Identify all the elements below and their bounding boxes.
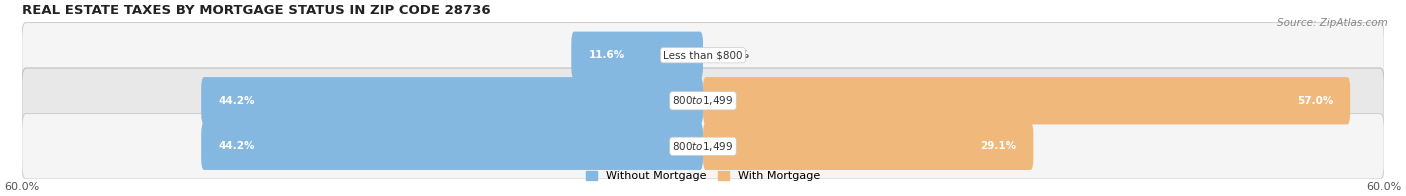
- Text: $800 to $1,499: $800 to $1,499: [672, 94, 734, 107]
- Legend: Without Mortgage, With Mortgage: Without Mortgage, With Mortgage: [586, 171, 820, 181]
- Text: Source: ZipAtlas.com: Source: ZipAtlas.com: [1277, 18, 1388, 28]
- Text: 11.6%: 11.6%: [588, 50, 624, 60]
- Text: $800 to $1,499: $800 to $1,499: [672, 140, 734, 153]
- Text: 0.0%: 0.0%: [720, 50, 749, 60]
- Text: 44.2%: 44.2%: [218, 141, 254, 151]
- FancyBboxPatch shape: [21, 113, 1385, 179]
- Text: REAL ESTATE TAXES BY MORTGAGE STATUS IN ZIP CODE 28736: REAL ESTATE TAXES BY MORTGAGE STATUS IN …: [21, 4, 491, 17]
- FancyBboxPatch shape: [201, 77, 703, 124]
- Text: Less than $800: Less than $800: [664, 50, 742, 60]
- FancyBboxPatch shape: [21, 23, 1385, 88]
- Text: 57.0%: 57.0%: [1296, 96, 1333, 106]
- FancyBboxPatch shape: [21, 68, 1385, 133]
- Text: 29.1%: 29.1%: [980, 141, 1017, 151]
- FancyBboxPatch shape: [703, 123, 1033, 170]
- Text: 44.2%: 44.2%: [218, 96, 254, 106]
- FancyBboxPatch shape: [703, 77, 1350, 124]
- FancyBboxPatch shape: [571, 32, 703, 79]
- FancyBboxPatch shape: [201, 123, 703, 170]
